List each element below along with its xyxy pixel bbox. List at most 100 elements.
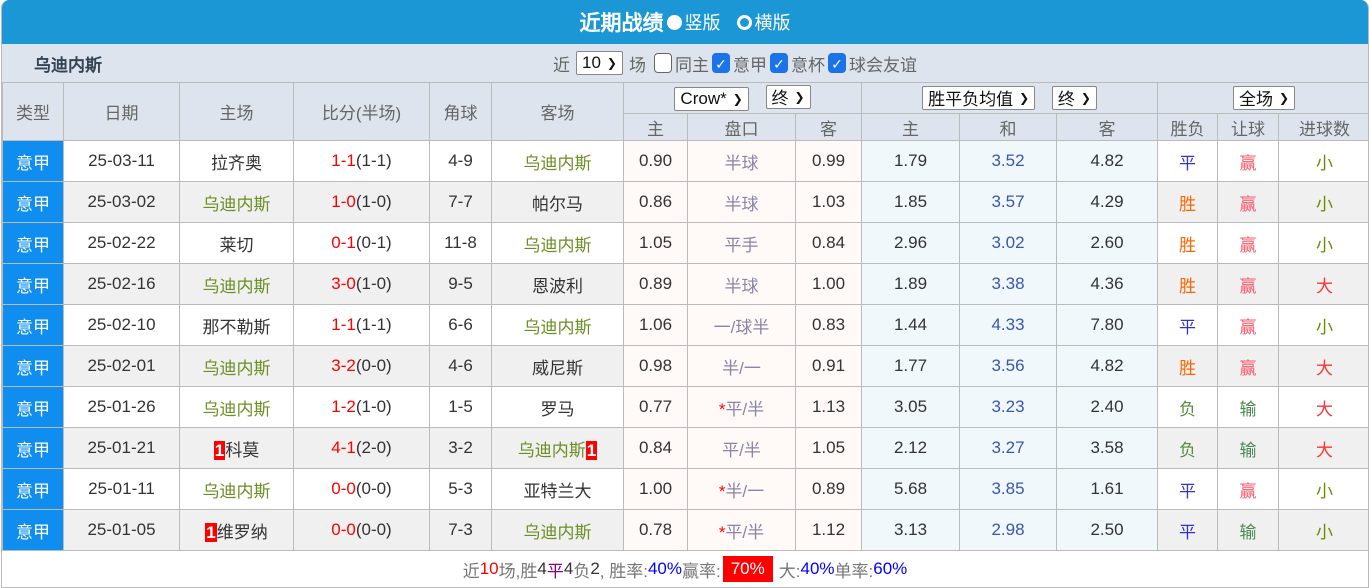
goals-result: 大 [1278,386,1368,428]
away-team[interactable]: 乌迪内斯 [491,222,624,264]
match-result: 平 [1157,509,1219,551]
eu-stage-select[interactable]: 终 ❯ [1051,85,1097,110]
league-type[interactable]: 意甲 [2,427,64,469]
league-type[interactable]: 意甲 [2,386,64,428]
league-type[interactable]: 意甲 [2,345,64,387]
ah-company-select[interactable]: Crow* ❯ [674,87,749,112]
away-team[interactable]: 帕尔马 [491,181,624,223]
checkbox-friendly[interactable]: ✓ [827,53,846,73]
home-team[interactable]: 1科莫 [179,427,294,469]
score[interactable]: 1-2(1-0) [293,386,430,428]
league-type[interactable]: 意甲 [2,263,64,305]
header-eu-away: 客 [1055,113,1159,141]
ah-away-odds: 1.03 [795,181,862,223]
header-result: 胜负 [1157,113,1219,141]
home-team[interactable]: 拉齐奥 [179,140,294,182]
home-team[interactable]: 乌迪内斯 [179,345,294,387]
away-team[interactable]: 乌迪内斯 [491,509,624,551]
league-type[interactable]: 意甲 [2,140,64,182]
away-team[interactable]: 罗马 [491,386,624,428]
goals-result: 大 [1278,345,1368,387]
score[interactable]: 4-1(2-0) [293,427,430,469]
score[interactable]: 1-1(1-1) [293,304,430,346]
checkbox-coppa[interactable]: ✓ [769,53,788,73]
table-row: 意甲 25-02-16 乌迪内斯 3-0(1-0) 9-5 恩波利 0.89 半… [2,263,1368,305]
home-team[interactable]: 乌迪内斯 [179,386,294,428]
score[interactable]: 3-2(0-0) [293,345,430,387]
table-row: 意甲 25-02-22 莱切 0-1(0-1) 11-8 乌迪内斯 1.05 平… [2,222,1368,264]
table-row: 意甲 25-02-01 乌迪内斯 3-2(0-0) 4-6 威尼斯 0.98 半… [2,345,1368,387]
ah-away-odds: 0.99 [795,140,862,182]
radio-vertical[interactable] [666,14,682,30]
away-team[interactable]: 恩波利 [491,263,624,305]
checkbox-label: 意甲 [732,55,767,75]
filter-bar: 乌迪内斯 近 10 ❯ 场 同主 ✓ 意甲 ✓ 意杯 ✓ 球会友谊 [2,44,1368,82]
ah-line: 平/半 [687,427,796,469]
corners: 7-7 [429,181,492,223]
goals-result: 小 [1278,509,1368,551]
eu-draw-odds: 3.02 [959,222,1057,264]
home-team[interactable]: 乌迪内斯 [179,263,294,305]
checkbox-serie-a[interactable]: ✓ [711,53,730,73]
score[interactable]: 0-0(0-0) [293,509,430,551]
ah-home-odds: 0.98 [623,345,688,387]
eu-home-odds: 1.77 [861,345,960,387]
ah-away-odds: 1.13 [795,386,862,428]
chevron-down-icon: ❯ [794,89,805,104]
checkbox-same-home[interactable] [653,53,672,73]
ah-line: 半球 [687,263,796,305]
option-horizontal[interactable]: 横版 [754,13,791,33]
handicap-result: 输 [1217,509,1280,551]
score[interactable]: 1-1(1-1) [293,140,430,182]
league-type[interactable]: 意甲 [2,509,64,551]
home-team[interactable]: 莱切 [179,222,294,264]
score[interactable]: 0-1(0-1) [293,222,430,264]
league-type[interactable]: 意甲 [2,222,64,264]
away-team[interactable]: 乌迪内斯1 [491,427,624,469]
ah-away-odds: 0.83 [795,304,862,346]
ah-stage-select[interactable]: 终 ❯ [765,84,811,109]
score[interactable]: 1-0(1-0) [293,181,430,223]
ah-away-odds: 1.05 [795,427,862,469]
corners: 11-8 [429,222,492,264]
match-date: 25-02-16 [63,263,180,305]
ah-away-odds: 1.12 [795,509,862,551]
eu-home-odds: 1.79 [861,140,960,182]
eu-away-odds: 2.40 [1055,386,1159,428]
table-row: 意甲 25-01-11 乌迪内斯 0-0(0-0) 5-3 亚特兰大 1.00 … [2,468,1368,510]
eu-away-odds: 7.80 [1055,304,1159,346]
league-type[interactable]: 意甲 [2,468,64,510]
header-goals: 进球数 [1278,113,1368,141]
header-type: 类型 [2,82,64,141]
ah-home-odds: 0.90 [623,140,688,182]
away-team[interactable]: 威尼斯 [491,345,624,387]
away-team[interactable]: 乌迪内斯 [491,140,624,182]
eu-home-odds: 1.85 [861,181,960,223]
red-card-badge: 1 [585,440,598,460]
score[interactable]: 3-0(1-0) [293,263,430,305]
corners: 1-5 [429,386,492,428]
away-team[interactable]: 亚特兰大 [491,468,624,510]
match-count-select[interactable]: 10 ❯ [576,51,623,75]
home-team[interactable]: 那不勒斯 [179,304,294,346]
ah-home-odds: 0.78 [623,509,688,551]
period-select[interactable]: 全场 ❯ [1233,85,1296,110]
ah-home-odds: 1.00 [623,468,688,510]
home-team[interactable]: 乌迪内斯 [179,181,294,223]
home-team[interactable]: 1维罗纳 [179,509,294,551]
away-team[interactable]: 乌迪内斯 [491,304,624,346]
match-date: 25-01-26 [63,386,180,428]
match-date: 25-02-01 [63,345,180,387]
home-team[interactable]: 乌迪内斯 [179,468,294,510]
eu-type-select[interactable]: 胜平负均值 ❯ [922,85,1036,110]
league-type[interactable]: 意甲 [2,304,64,346]
summary-count: 10 [479,559,499,578]
league-type[interactable]: 意甲 [2,181,64,223]
option-vertical[interactable]: 竖版 [684,13,721,33]
radio-horizontal[interactable] [736,14,752,30]
score[interactable]: 0-0(0-0) [293,468,430,510]
eu-away-odds: 4.82 [1055,345,1159,387]
match-result: 负 [1157,386,1219,428]
ah-line: 半球 [687,140,796,182]
eu-draw-odds: 4.33 [959,304,1057,346]
